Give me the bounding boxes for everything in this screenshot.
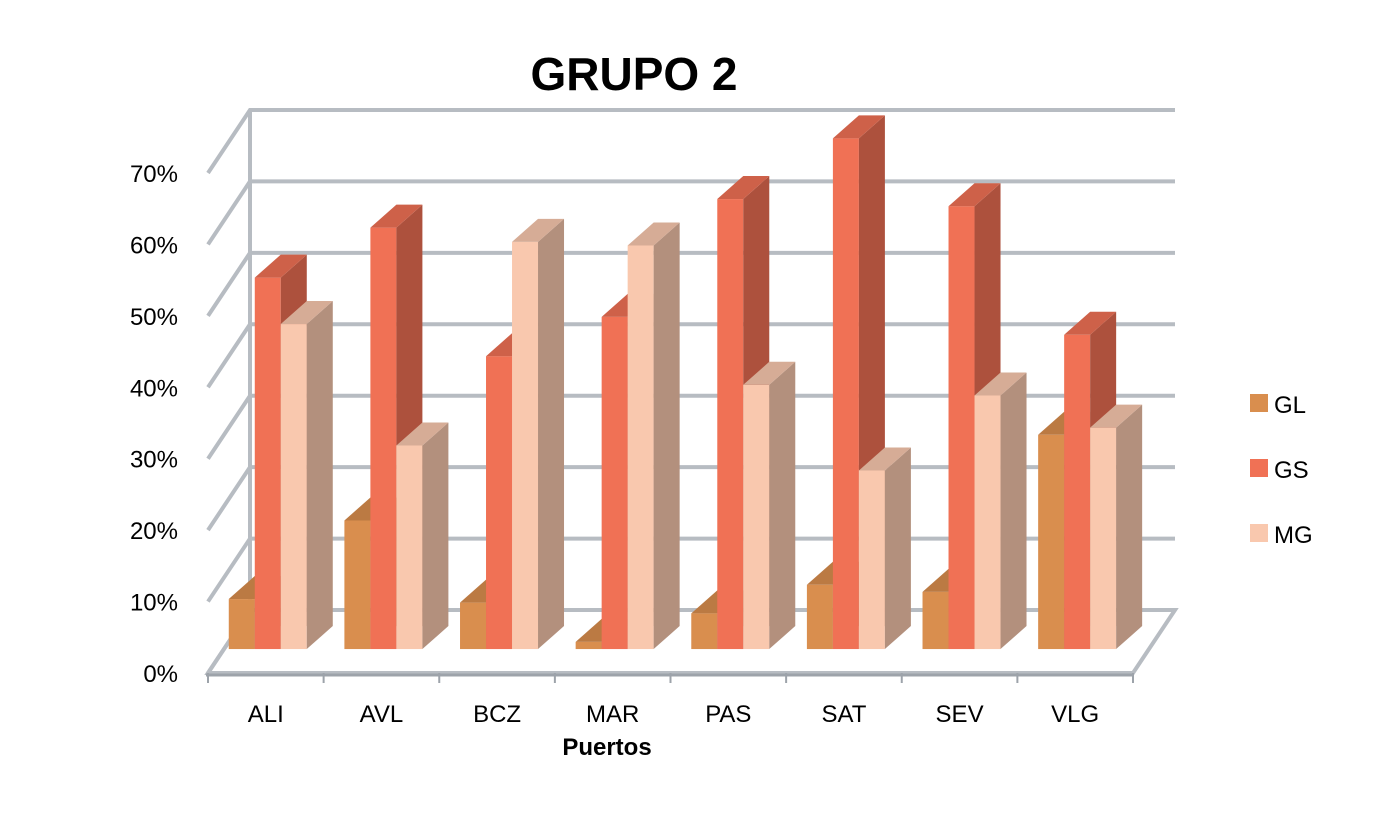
- bar-front: [627, 245, 654, 650]
- x-tick-label: ALI: [248, 701, 284, 728]
- y-tick-label: 10%: [130, 590, 178, 617]
- bar-front: [691, 613, 718, 650]
- x-tick-label: VLG: [1051, 701, 1099, 728]
- bar-front: [601, 316, 628, 650]
- bar-side: [1116, 404, 1143, 650]
- y-tick-label: 20%: [130, 518, 178, 545]
- bar-front: [228, 599, 255, 650]
- y-tick-label: 60%: [130, 232, 178, 259]
- legend-swatch-gs: [1250, 459, 1268, 477]
- legend: GL GS MG: [1250, 392, 1313, 549]
- bar-top: [254, 254, 307, 278]
- bar-mg-sev: [974, 372, 1027, 650]
- x-tick-label: SEV: [936, 701, 984, 728]
- x-axis-ticks: ALI AVL BCZ MAR PAS SAT SEV VLG: [207, 673, 1134, 728]
- gridline: [206, 179, 1175, 246]
- bar-top: [1090, 404, 1143, 428]
- bar-front: [512, 241, 539, 650]
- y-axis-ticks: 0% 10% 20% 30% 40% 50% 60% 70%: [130, 161, 178, 688]
- bar-front: [858, 470, 885, 650]
- bars: [228, 115, 1143, 650]
- bar-top: [627, 222, 680, 246]
- bar-top: [512, 218, 565, 242]
- bar-front: [575, 641, 602, 650]
- bar-side: [884, 447, 911, 650]
- bar-front: [280, 324, 307, 650]
- bar-mg-sat: [858, 447, 911, 650]
- y-tick-label: 40%: [130, 375, 178, 402]
- bar-side: [769, 361, 796, 650]
- legend-label-gs: GS: [1274, 457, 1309, 484]
- bar-front: [717, 199, 744, 650]
- bar-front: [1038, 434, 1065, 650]
- bar-top: [832, 115, 885, 139]
- x-tick-label: PAS: [705, 701, 751, 728]
- bar-mg-ali: [280, 301, 333, 650]
- y-tick-label: 50%: [130, 304, 178, 331]
- gridline: [206, 322, 1175, 389]
- gridline: [206, 108, 1175, 175]
- gridline: [206, 393, 1175, 460]
- x-tick-label: AVL: [360, 701, 404, 728]
- bar-top: [948, 183, 1001, 207]
- chart-walls: [204, 108, 1179, 677]
- bar-front: [806, 584, 833, 650]
- bar-front: [974, 395, 1001, 650]
- bar-mg-pas: [743, 361, 796, 650]
- bar-mg-vlg: [1090, 404, 1143, 650]
- bar-front: [370, 227, 397, 650]
- bar-side: [306, 301, 333, 650]
- bar-front: [922, 591, 949, 650]
- legend-label-mg: MG: [1274, 522, 1313, 549]
- bar-top: [858, 447, 911, 471]
- x-axis-label: Puertos: [562, 734, 651, 761]
- bar-top: [396, 422, 449, 446]
- bar-top: [717, 176, 770, 200]
- y-tick-label: 0%: [143, 661, 178, 688]
- bar-top: [743, 361, 796, 385]
- legend-swatch-mg: [1250, 524, 1268, 542]
- bar-top: [280, 301, 333, 325]
- bar-front: [1064, 334, 1091, 650]
- bar-top: [1064, 311, 1117, 335]
- x-tick-label: SAT: [821, 701, 866, 728]
- bar-mg-mar: [627, 222, 680, 650]
- bar-top: [974, 372, 1027, 396]
- legend-label-gl: GL: [1274, 392, 1306, 419]
- bar-front: [948, 206, 975, 650]
- bar-front: [396, 445, 423, 650]
- y-tick-label: 30%: [130, 447, 178, 474]
- legend-swatch-gl: [1250, 394, 1268, 412]
- bar-top: [370, 204, 423, 228]
- bar-front: [832, 138, 859, 650]
- gridline: [206, 250, 1175, 317]
- chart-title: GRUPO 2: [530, 48, 737, 100]
- bar-side: [422, 422, 449, 650]
- bar-side: [653, 222, 680, 650]
- y-tick-label: 70%: [130, 161, 178, 188]
- x-tick-label: BCZ: [473, 701, 521, 728]
- bar-front: [743, 384, 770, 650]
- bar-front: [1090, 427, 1117, 650]
- bar-front: [460, 602, 487, 650]
- bar-side: [1000, 372, 1027, 650]
- bar-front: [344, 520, 371, 650]
- bar-front: [254, 277, 281, 650]
- bar-mg-avl: [396, 422, 449, 650]
- bar-side: [538, 218, 565, 650]
- bar-front: [486, 356, 513, 650]
- x-tick-label: MAR: [586, 701, 639, 728]
- bar-mg-bcz: [512, 218, 565, 650]
